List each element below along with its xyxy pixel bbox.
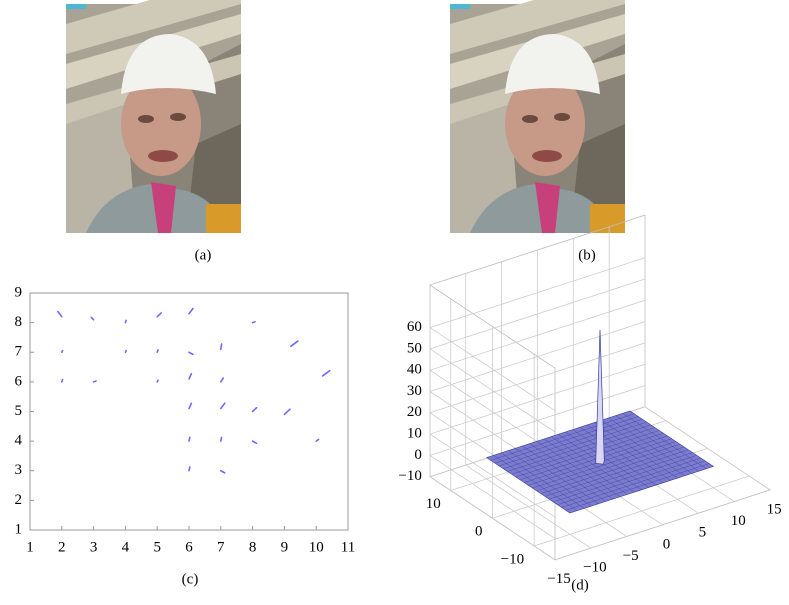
y-tick-label: 9 — [15, 284, 23, 300]
vector-arrow — [221, 403, 225, 408]
vector-arrow — [253, 441, 257, 443]
z-tick-label: 50 — [407, 340, 422, 356]
vector-arrow — [284, 409, 290, 414]
vector-arrow — [91, 317, 93, 319]
vector-arrow — [157, 380, 158, 382]
caption: (b) — [578, 247, 596, 263]
z-tick-label: 60 — [407, 319, 422, 335]
figure: (a) (b) 1234567891011123456789(c)−100102… — [0, 0, 789, 600]
x-tick-label: −5 — [623, 548, 639, 564]
vector-arrow — [94, 381, 96, 382]
x-tick-label: 7 — [217, 539, 225, 555]
y-tick-label: 3 — [15, 462, 23, 478]
y-tick-label: 8 — [15, 314, 23, 330]
plot-frame — [30, 293, 348, 530]
y-tick-label: 0 — [475, 524, 483, 540]
y-tick-label: 10 — [426, 496, 441, 512]
x-tick-label: 8 — [249, 539, 257, 555]
vector-arrow — [62, 351, 63, 353]
caption: (d) — [571, 577, 589, 593]
z-tick-label: 10 — [407, 426, 422, 442]
vector-arrow — [157, 313, 161, 317]
z-tick-label: 30 — [407, 383, 422, 399]
z-tick-label: 0 — [414, 447, 422, 463]
y-tick-label: 1 — [15, 521, 23, 537]
x-tick-label: 6 — [185, 539, 193, 555]
vector-arrow — [323, 371, 330, 376]
vector-arrow — [189, 308, 193, 313]
vector-arrow — [125, 351, 126, 353]
vector-arrow — [253, 322, 255, 323]
caption: (c) — [182, 571, 199, 587]
caption: (a) — [195, 247, 212, 263]
x-tick-label: 0 — [663, 536, 671, 552]
vector-arrow — [221, 471, 225, 473]
x-tick-label: −15 — [547, 571, 570, 587]
vector-arrow — [253, 408, 257, 412]
y-tick-label: 6 — [15, 373, 23, 389]
photo-a — [66, 0, 241, 233]
x-tick-label: 15 — [767, 501, 782, 517]
vector-arrow — [189, 374, 191, 379]
vector-arrow — [221, 378, 223, 382]
x-tick-label: 5 — [153, 539, 161, 555]
y-tick-label: −10 — [501, 551, 524, 567]
vector-arrow — [189, 437, 190, 441]
vector-arrow — [62, 380, 63, 382]
x-tick-label: 1 — [26, 539, 34, 555]
vector-arrow — [125, 320, 126, 322]
x-tick-label: 4 — [122, 539, 130, 555]
y-tick-label: 2 — [15, 492, 23, 508]
x-tick-label: 3 — [90, 539, 98, 555]
vector-arrow — [189, 352, 193, 354]
x-tick-label: −10 — [583, 560, 606, 576]
z-tick-label: 20 — [407, 404, 422, 420]
vector-arrow — [58, 311, 62, 316]
vector-arrow — [157, 350, 158, 352]
y-tick-label: 7 — [15, 344, 23, 360]
z-tick-label: −10 — [398, 468, 421, 484]
vector-arrow — [316, 439, 318, 441]
y-tick-label: 4 — [15, 433, 23, 449]
x-tick-label: 2 — [58, 539, 66, 555]
x-tick-label: 11 — [341, 539, 355, 555]
peak — [596, 330, 605, 464]
x-tick-label: 10 — [309, 539, 324, 555]
x-tick-label: 10 — [731, 513, 746, 529]
x-tick-label: 5 — [699, 525, 707, 541]
y-tick-label: 5 — [15, 403, 23, 419]
vector-arrow — [189, 403, 191, 408]
vector-arrow — [189, 467, 190, 471]
z-tick-label: 40 — [407, 362, 422, 378]
x-tick-label: 9 — [281, 539, 289, 555]
photo-b — [450, 0, 625, 233]
vector-arrow — [291, 341, 298, 346]
vector-arrow — [221, 344, 222, 349]
vector-arrow — [221, 437, 222, 441]
